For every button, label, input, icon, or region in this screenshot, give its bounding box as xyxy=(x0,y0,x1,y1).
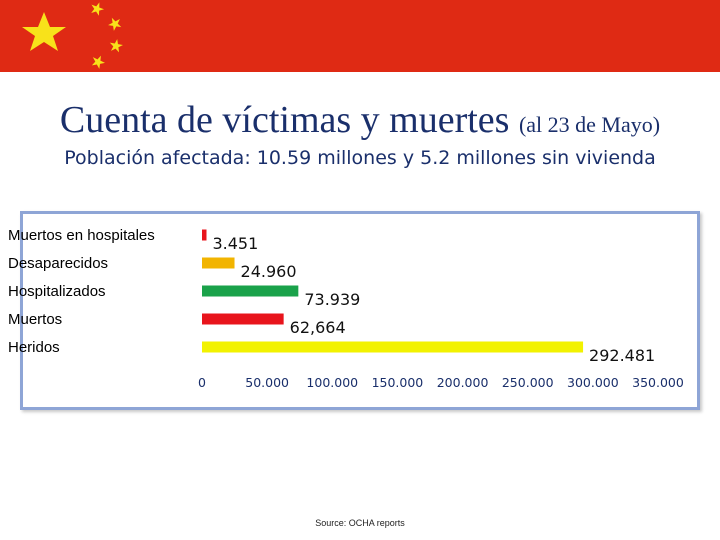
data-label: 24.960 xyxy=(241,262,297,281)
x-tick-label: 300.000 xyxy=(567,375,619,390)
flag-background xyxy=(0,0,720,72)
x-tick-label: 200.000 xyxy=(437,375,489,390)
bar xyxy=(202,313,284,325)
large-star-icon xyxy=(22,12,66,51)
data-label: 62,664 xyxy=(290,318,346,337)
small-star-icon xyxy=(109,39,123,53)
category-label: Muertos xyxy=(8,311,62,328)
bar xyxy=(202,229,207,241)
x-tick-label: 350.000 xyxy=(632,375,684,390)
x-tick-label: 50.000 xyxy=(245,375,289,390)
data-label: 292.481 xyxy=(589,346,655,365)
page-subtitle: Población afectada: 10.59 millones y 5.2… xyxy=(64,147,656,169)
title-main: Cuenta de víctimas y muertes xyxy=(59,99,510,141)
category-label: Hospitalizados xyxy=(8,283,106,300)
source-note: Source: OCHA reports xyxy=(315,518,405,528)
chart-frame xyxy=(20,211,700,410)
category-label: Desaparecidos xyxy=(8,255,108,272)
casualties-bar-chart: Muertos en hospitales 3.451 Desaparecidos 2… xyxy=(8,227,684,390)
title-date: (al 23 de Mayo) xyxy=(518,112,661,137)
x-tick-label: 150.000 xyxy=(372,375,424,390)
bar xyxy=(202,341,584,353)
x-tick-label: 0 xyxy=(198,375,206,390)
small-star-icon xyxy=(91,2,105,16)
category-label: Heridos xyxy=(8,339,60,356)
category-label: Muertos en hospitales xyxy=(8,227,155,244)
small-star-icon xyxy=(108,17,122,31)
x-tick-label: 250.000 xyxy=(502,375,554,390)
x-tick-label: 100.000 xyxy=(306,375,358,390)
page-title: Cuenta de víctimas y muertes (al 23 de M… xyxy=(0,98,720,142)
small-star-icon xyxy=(91,55,106,69)
data-label: 3.451 xyxy=(212,234,258,253)
bar xyxy=(202,257,235,269)
data-label: 73.939 xyxy=(304,290,360,309)
china-flag-banner xyxy=(0,0,720,72)
bar xyxy=(202,285,299,297)
